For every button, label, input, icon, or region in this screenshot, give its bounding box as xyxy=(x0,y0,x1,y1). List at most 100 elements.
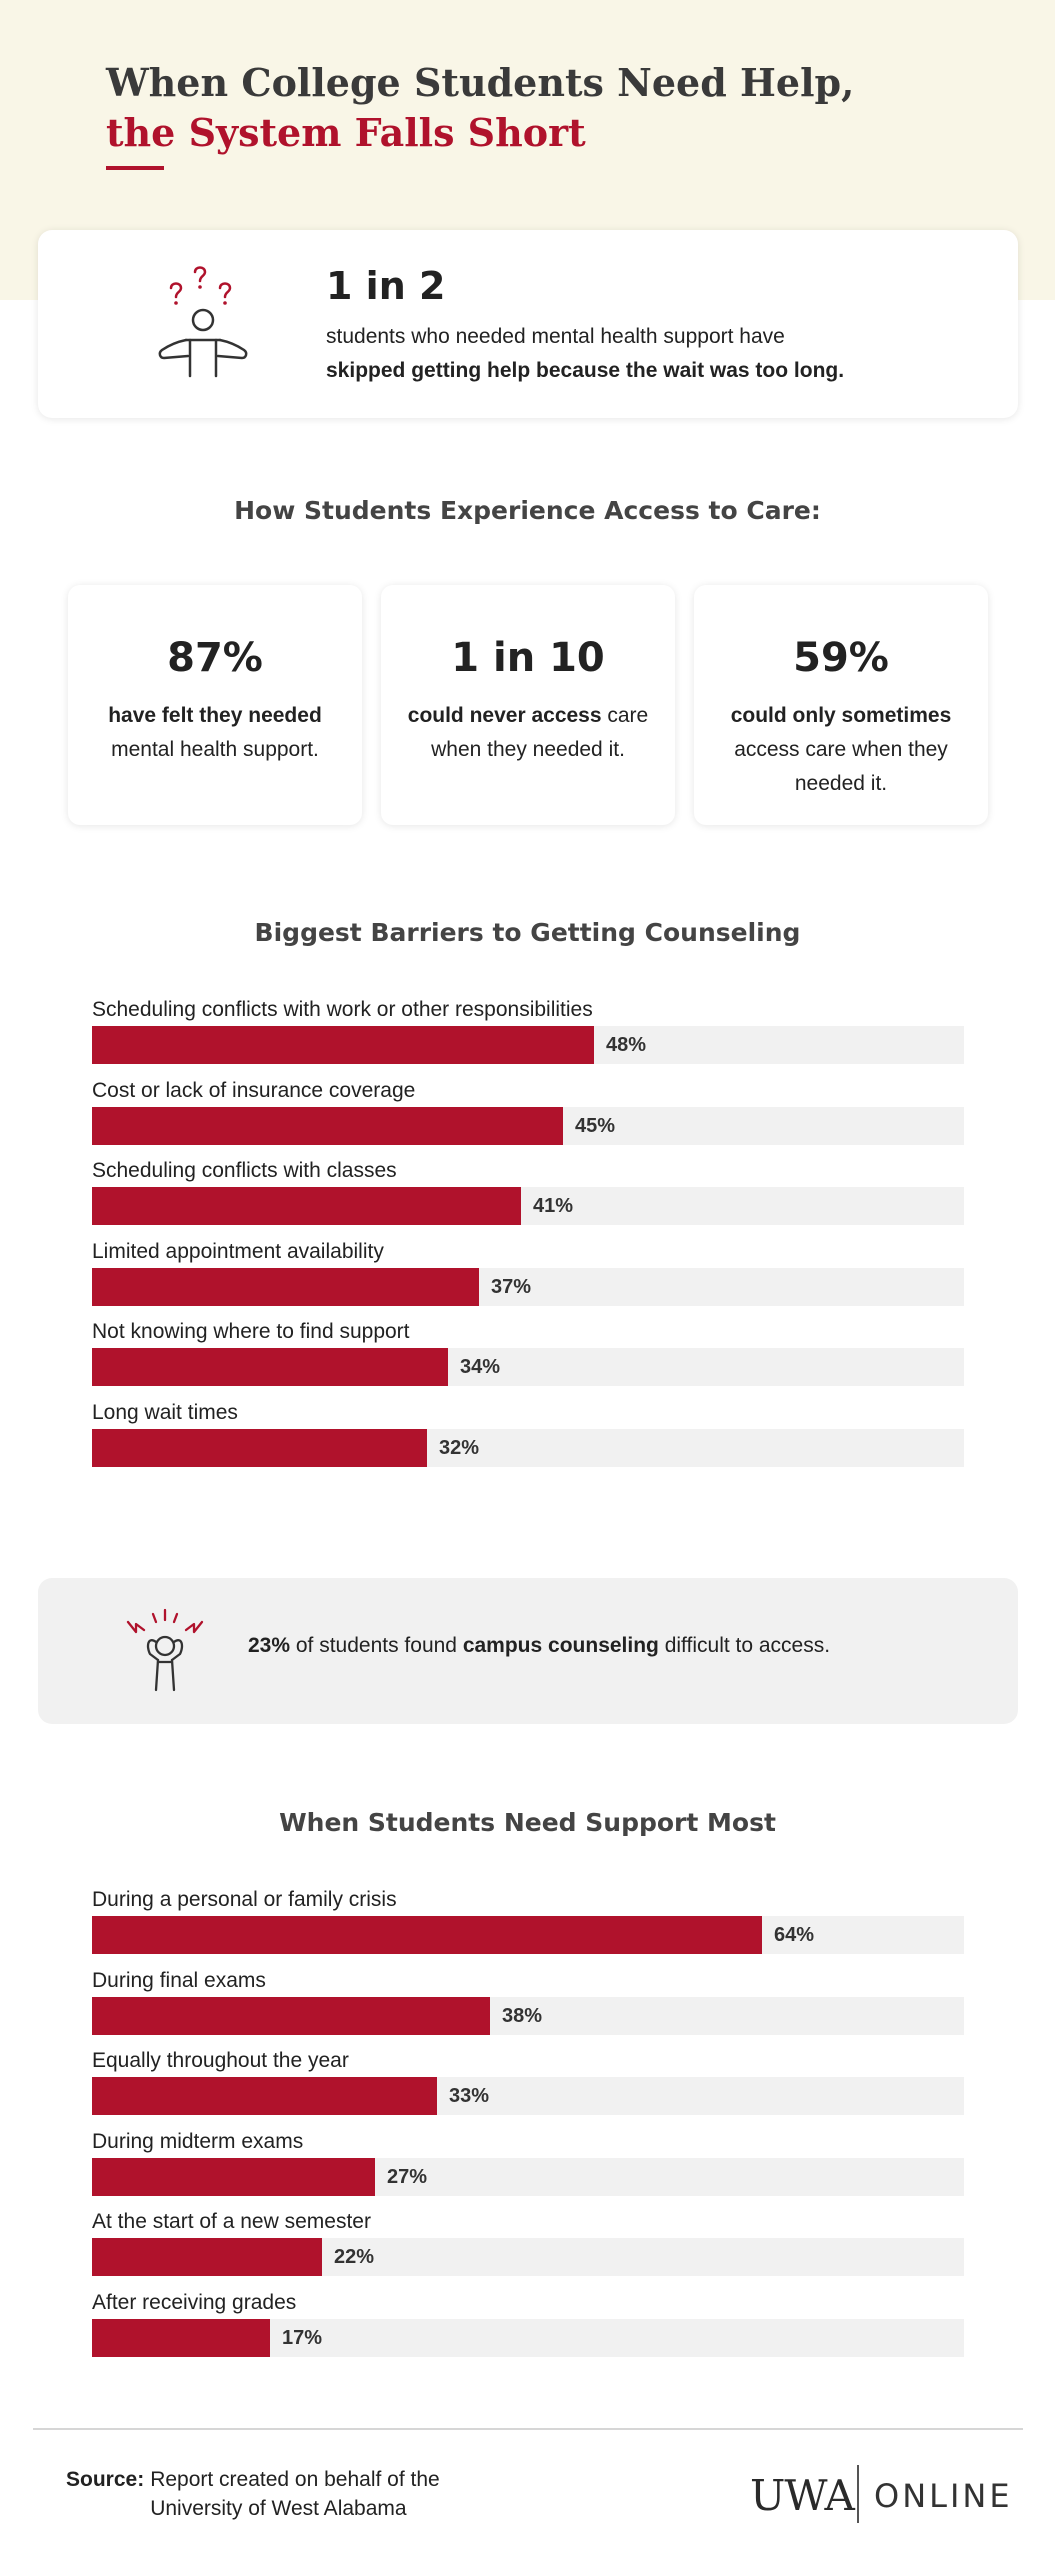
source-label: Source: xyxy=(66,2468,144,2491)
uwa-online-logo: UWA ONLINE xyxy=(750,2465,1020,2521)
stat-description-bold: could never access xyxy=(408,704,602,727)
bar-track: 48% xyxy=(92,1026,964,1064)
callout-text-part: difficult to access. xyxy=(659,1634,830,1657)
bar-track: 27% xyxy=(92,2158,964,2196)
stat-description: could only sometimes access care when th… xyxy=(716,699,966,801)
bar-row: During a personal or family crisis 64% xyxy=(92,1888,964,1968)
bar xyxy=(92,2077,437,2115)
hero-text-bold: skipped getting help because the wait wa… xyxy=(326,359,844,382)
source-text: Report created on behalf of the Universi… xyxy=(150,2465,530,2523)
bar-row: After receiving grades 17% xyxy=(92,2291,964,2371)
bar-category-label: During final exams xyxy=(92,1969,266,1993)
bar xyxy=(92,1107,563,1145)
campus-counseling-callout: 23% of students found campus counseling … xyxy=(38,1578,1018,1724)
bar-track: 64% xyxy=(92,1916,964,1954)
footer-divider xyxy=(33,2428,1023,2430)
stat-card-sometimes-access: 59% could only sometimes access care whe… xyxy=(694,585,988,825)
bar-category-label: At the start of a new semester xyxy=(92,2210,371,2234)
bar xyxy=(92,2238,322,2276)
hero-text-plain: students who needed mental health suppor… xyxy=(326,325,785,348)
bar-value-label: 45% xyxy=(575,1115,615,1138)
bar-category-label: Long wait times xyxy=(92,1401,238,1425)
stat-description-plain: mental health support. xyxy=(111,738,319,761)
bar-row: Cost or lack of insurance coverage 45% xyxy=(92,1079,964,1159)
bar xyxy=(92,2158,375,2196)
stat-description-bold: have felt they needed xyxy=(108,704,322,727)
logo-online: ONLINE xyxy=(874,2477,1013,2515)
bar-value-label: 37% xyxy=(491,1276,531,1299)
title-line-1: When College Students Need Help, xyxy=(106,58,966,108)
bar-category-label: Limited appointment availability xyxy=(92,1240,384,1264)
bar xyxy=(92,1268,479,1306)
bar-value-label: 34% xyxy=(460,1356,500,1379)
bar-category-label: During a personal or family crisis xyxy=(92,1888,397,1912)
bar-track: 37% xyxy=(92,1268,964,1306)
bar-category-label: Scheduling conflicts with work or other … xyxy=(92,998,593,1022)
bar-row: Scheduling conflicts with classes 41% xyxy=(92,1159,964,1239)
bar-value-label: 41% xyxy=(533,1195,573,1218)
bar-track: 33% xyxy=(92,2077,964,2115)
hero-stat-description: students who needed mental health suppor… xyxy=(326,320,986,388)
bar-value-label: 17% xyxy=(282,2327,322,2350)
bar xyxy=(92,1348,448,1386)
callout-text-part: of students found xyxy=(290,1634,463,1657)
bar xyxy=(92,1916,762,1954)
support-chart-title: When Students Need Support Most xyxy=(0,1808,1055,1837)
bar-category-label: Not knowing where to find support xyxy=(92,1320,410,1344)
page-title: When College Students Need Help, the Sys… xyxy=(106,58,966,158)
callout-bold-text: campus counseling xyxy=(463,1634,659,1657)
bar-track: 32% xyxy=(92,1429,964,1467)
bar-row: At the start of a new semester 22% xyxy=(92,2210,964,2290)
bar-track: 34% xyxy=(92,1348,964,1386)
bar-track: 17% xyxy=(92,2319,964,2357)
bar-row: Equally throughout the year 33% xyxy=(92,2049,964,2129)
confused-person-icon xyxy=(138,258,268,388)
stressed-person-icon xyxy=(120,1606,210,1696)
bar-category-label: During midterm exams xyxy=(92,2130,303,2154)
bar-category-label: Equally throughout the year xyxy=(92,2049,349,2073)
callout-text: 23% of students found campus counseling … xyxy=(248,1634,830,1658)
bar-value-label: 38% xyxy=(502,2005,542,2028)
bar-track: 38% xyxy=(92,1997,964,2035)
logo-uwa: UWA xyxy=(750,2471,854,2520)
bar xyxy=(92,2319,270,2357)
stat-value: 1 in 10 xyxy=(381,635,675,681)
bar xyxy=(92,1026,594,1064)
bar-value-label: 27% xyxy=(387,2166,427,2189)
stat-card-never-access: 1 in 10 could never access care when the… xyxy=(381,585,675,825)
bar-track: 22% xyxy=(92,2238,964,2276)
title-line-2: the System Falls Short xyxy=(106,108,966,158)
stat-description: have felt they needed mental health supp… xyxy=(90,699,340,767)
bar-category-label: Scheduling conflicts with classes xyxy=(92,1159,397,1183)
stat-value: 59% xyxy=(694,635,988,681)
stat-value: 87% xyxy=(68,635,362,681)
bar-category-label: Cost or lack of insurance coverage xyxy=(92,1079,415,1103)
bar xyxy=(92,1997,490,2035)
barriers-chart-title: Biggest Barriers to Getting Counseling xyxy=(0,918,1055,947)
bar-value-label: 32% xyxy=(439,1437,479,1460)
callout-percent: 23% xyxy=(248,1634,290,1657)
logo-separator xyxy=(857,2465,859,2523)
hero-stat-value: 1 in 2 xyxy=(326,264,445,308)
access-section-title: How Students Experience Access to Care: xyxy=(0,496,1055,525)
title-underline xyxy=(106,166,164,170)
bar-track: 45% xyxy=(92,1107,964,1145)
bar-row: During final exams 38% xyxy=(92,1969,964,2049)
stat-card-felt-needed: 87% have felt they needed mental health … xyxy=(68,585,362,825)
stat-description: could never access care when they needed… xyxy=(403,699,653,767)
stat-description-plain: access care when they needed it. xyxy=(734,738,948,795)
bar-value-label: 48% xyxy=(606,1034,646,1057)
hero-stat-card: 1 in 2 students who needed mental health… xyxy=(38,230,1018,418)
stat-description-bold: could only sometimes xyxy=(731,704,952,727)
bar-row: Long wait times 32% xyxy=(92,1401,964,1481)
bar-row: Limited appointment availability 37% xyxy=(92,1240,964,1320)
source-note: Source: Report created on behalf of the U… xyxy=(66,2465,530,2523)
bar xyxy=(92,1187,521,1225)
bar-row: During midterm exams 27% xyxy=(92,2130,964,2210)
bar-value-label: 64% xyxy=(774,1924,814,1947)
bar-value-label: 22% xyxy=(334,2246,374,2269)
bar xyxy=(92,1429,427,1467)
bar-track: 41% xyxy=(92,1187,964,1225)
bar-category-label: After receiving grades xyxy=(92,2291,296,2315)
bar-row: Scheduling conflicts with work or other … xyxy=(92,998,964,1078)
